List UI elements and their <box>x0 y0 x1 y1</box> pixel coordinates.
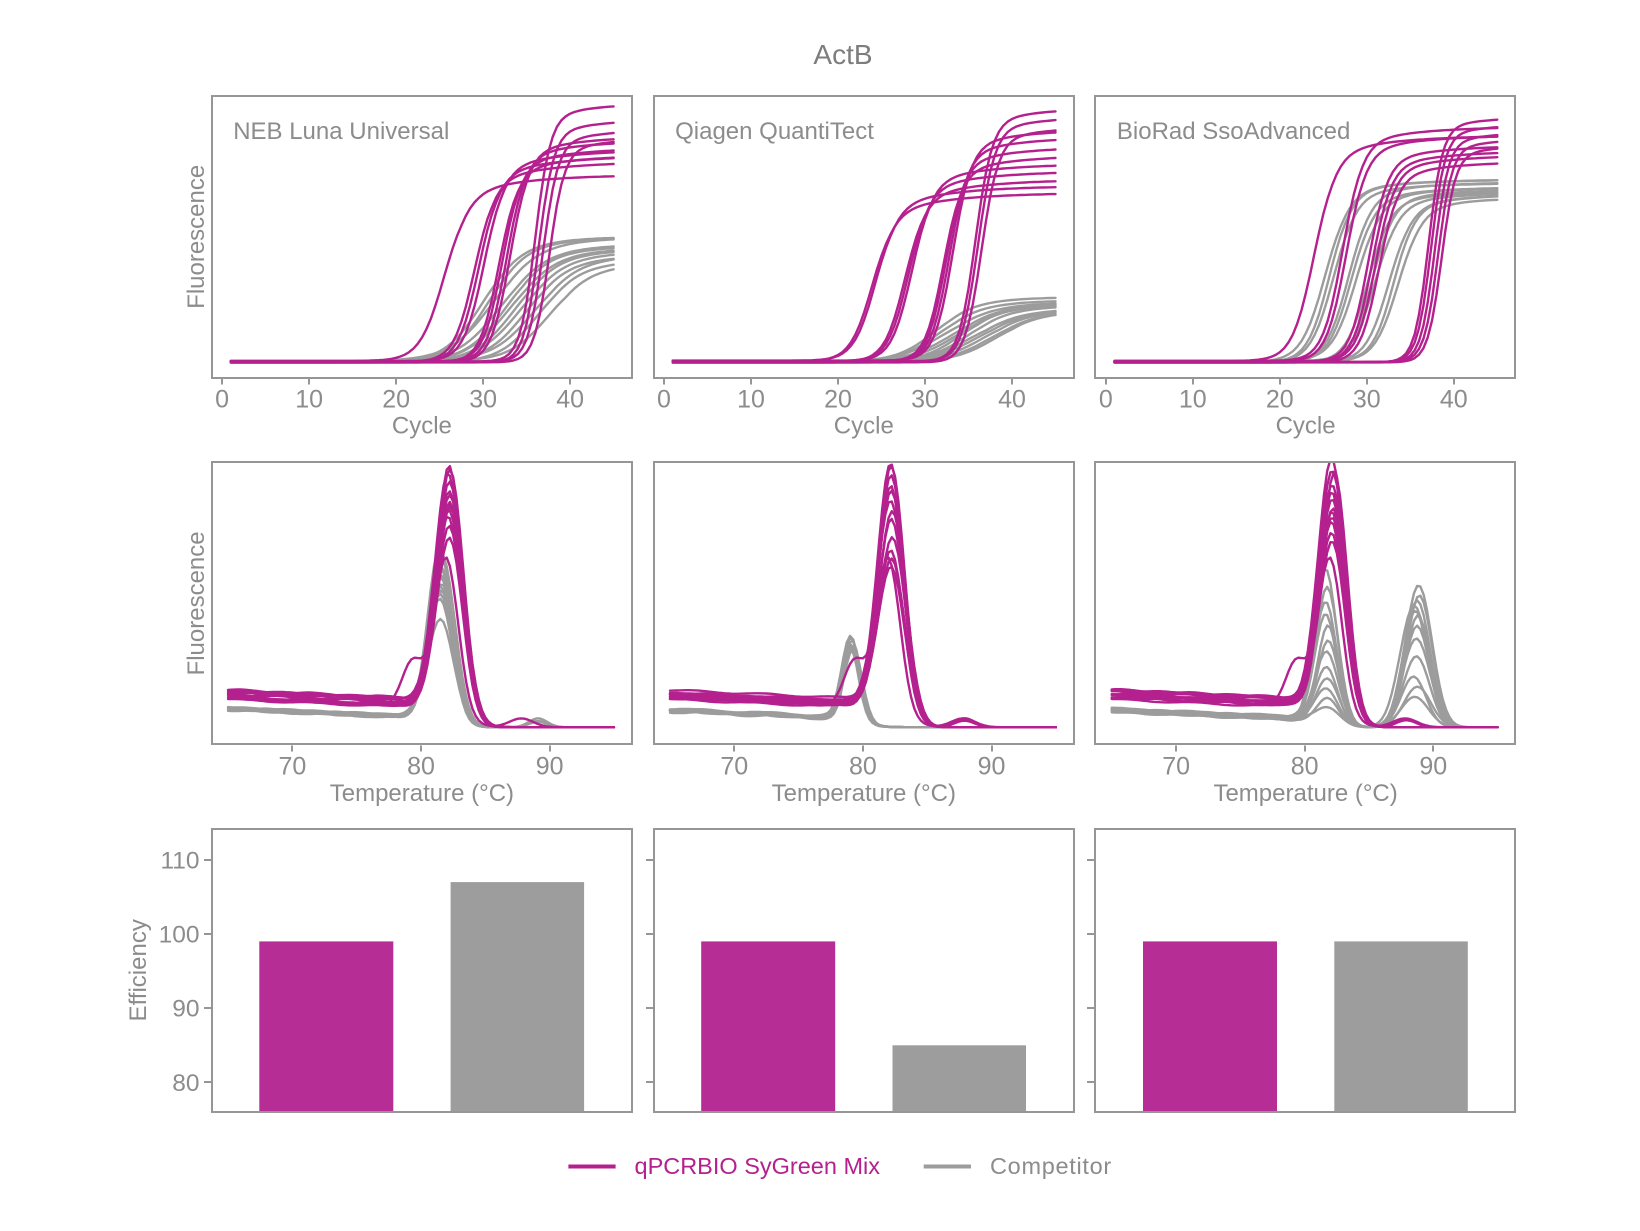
svg-text:70: 70 <box>720 753 748 781</box>
svg-text:Qiagen QuantiTect: Qiagen QuantiTect <box>675 118 874 145</box>
svg-text:Cycle: Cycle <box>834 413 894 440</box>
svg-text:80: 80 <box>172 1070 199 1097</box>
svg-text:0: 0 <box>1099 386 1113 414</box>
svg-text:80: 80 <box>1291 753 1319 781</box>
svg-text:20: 20 <box>824 386 852 414</box>
svg-text:110: 110 <box>160 847 199 874</box>
svg-text:10: 10 <box>1179 386 1207 414</box>
svg-text:Competitor: Competitor <box>990 1153 1112 1179</box>
svg-text:Cycle: Cycle <box>1276 413 1336 440</box>
svg-text:20: 20 <box>382 386 410 414</box>
svg-text:90: 90 <box>978 753 1006 781</box>
svg-text:70: 70 <box>1162 753 1190 781</box>
svg-text:80: 80 <box>407 753 435 781</box>
svg-text:40: 40 <box>998 386 1026 414</box>
svg-text:ActB: ActB <box>813 39 872 70</box>
svg-text:Temperature (°C): Temperature (°C) <box>1213 780 1397 807</box>
svg-text:NEB Luna Universal: NEB Luna Universal <box>233 118 449 145</box>
svg-text:Efficiency: Efficiency <box>125 919 152 1021</box>
svg-text:100: 100 <box>159 922 200 949</box>
svg-text:qPCRBIO SyGreen Mix: qPCRBIO SyGreen Mix <box>635 1153 881 1179</box>
svg-text:Temperature (°C): Temperature (°C) <box>330 780 514 807</box>
svg-text:10: 10 <box>295 386 323 414</box>
svg-text:40: 40 <box>556 386 584 414</box>
svg-text:40: 40 <box>1440 386 1468 414</box>
svg-text:90: 90 <box>1419 753 1447 781</box>
svg-text:30: 30 <box>911 386 939 414</box>
svg-text:80: 80 <box>849 753 877 781</box>
svg-text:BioRad SsoAdvanced: BioRad SsoAdvanced <box>1117 118 1350 145</box>
svg-text:90: 90 <box>536 753 564 781</box>
svg-text:0: 0 <box>657 386 671 414</box>
svg-text:0: 0 <box>215 386 229 414</box>
svg-text:20: 20 <box>1266 386 1294 414</box>
svg-text:10: 10 <box>737 386 765 414</box>
svg-text:Fluorescence: Fluorescence <box>183 531 210 675</box>
svg-text:30: 30 <box>469 386 497 414</box>
svg-text:Temperature (°C): Temperature (°C) <box>772 780 956 807</box>
svg-text:90: 90 <box>172 996 199 1023</box>
svg-text:70: 70 <box>278 753 306 781</box>
svg-text:30: 30 <box>1353 386 1381 414</box>
svg-text:Fluorescence: Fluorescence <box>183 165 210 309</box>
svg-text:Cycle: Cycle <box>392 413 452 440</box>
